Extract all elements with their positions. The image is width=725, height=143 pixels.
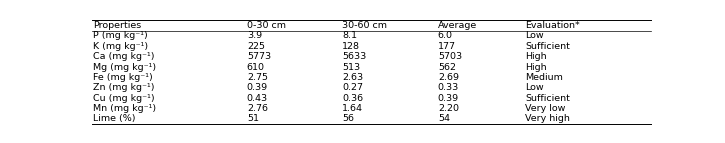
- Text: 562: 562: [438, 62, 456, 72]
- Text: 225: 225: [247, 42, 265, 51]
- Text: Low: Low: [525, 31, 544, 40]
- Text: 2.63: 2.63: [342, 73, 363, 82]
- Text: Mn (mg kg⁻¹): Mn (mg kg⁻¹): [94, 104, 157, 113]
- Text: 0.36: 0.36: [342, 94, 363, 103]
- Text: Sufficient: Sufficient: [525, 94, 570, 103]
- Text: Fe (mg kg⁻¹): Fe (mg kg⁻¹): [94, 73, 153, 82]
- Text: Low: Low: [525, 83, 544, 92]
- Text: High: High: [525, 62, 547, 72]
- Text: 0-30 cm: 0-30 cm: [247, 21, 286, 30]
- Text: 0.43: 0.43: [247, 94, 268, 103]
- Text: Evaluation*: Evaluation*: [525, 21, 580, 30]
- Text: 128: 128: [342, 42, 360, 51]
- Text: K (mg kg⁻¹): K (mg kg⁻¹): [94, 42, 149, 51]
- Text: 177: 177: [438, 42, 456, 51]
- Text: 0.33: 0.33: [438, 83, 459, 92]
- Text: Ca (mg kg⁻¹): Ca (mg kg⁻¹): [94, 52, 155, 61]
- Text: Average: Average: [438, 21, 477, 30]
- Text: Sufficient: Sufficient: [525, 42, 570, 51]
- Text: Zn (mg kg⁻¹): Zn (mg kg⁻¹): [94, 83, 155, 92]
- Text: 0.27: 0.27: [342, 83, 363, 92]
- Text: 2.75: 2.75: [247, 73, 268, 82]
- Text: 8.1: 8.1: [342, 31, 357, 40]
- Text: High: High: [525, 52, 547, 61]
- Text: Mg (mg kg⁻¹): Mg (mg kg⁻¹): [94, 62, 157, 72]
- Text: P (mg kg⁻¹): P (mg kg⁻¹): [94, 31, 148, 40]
- Text: 54: 54: [438, 114, 450, 123]
- Text: 2.20: 2.20: [438, 104, 459, 113]
- Text: 6.0: 6.0: [438, 31, 453, 40]
- Text: 5703: 5703: [438, 52, 462, 61]
- Text: 56: 56: [342, 114, 355, 123]
- Text: 5633: 5633: [342, 52, 367, 61]
- Text: Medium: Medium: [525, 73, 563, 82]
- Text: 0.39: 0.39: [247, 83, 268, 92]
- Text: 2.76: 2.76: [247, 104, 268, 113]
- Text: 513: 513: [342, 62, 360, 72]
- Text: 5773: 5773: [247, 52, 271, 61]
- Text: Properties: Properties: [94, 21, 141, 30]
- Text: 2.69: 2.69: [438, 73, 459, 82]
- Text: 1.64: 1.64: [342, 104, 363, 113]
- Text: 30-60 cm: 30-60 cm: [342, 21, 387, 30]
- Text: 3.9: 3.9: [247, 31, 262, 40]
- Text: Very low: Very low: [525, 104, 566, 113]
- Text: 610: 610: [247, 62, 265, 72]
- Text: 51: 51: [247, 114, 259, 123]
- Text: Very high: Very high: [525, 114, 570, 123]
- Text: 0.39: 0.39: [438, 94, 459, 103]
- Text: Lime (%): Lime (%): [94, 114, 136, 123]
- Text: Cu (mg kg⁻¹): Cu (mg kg⁻¹): [94, 94, 155, 103]
